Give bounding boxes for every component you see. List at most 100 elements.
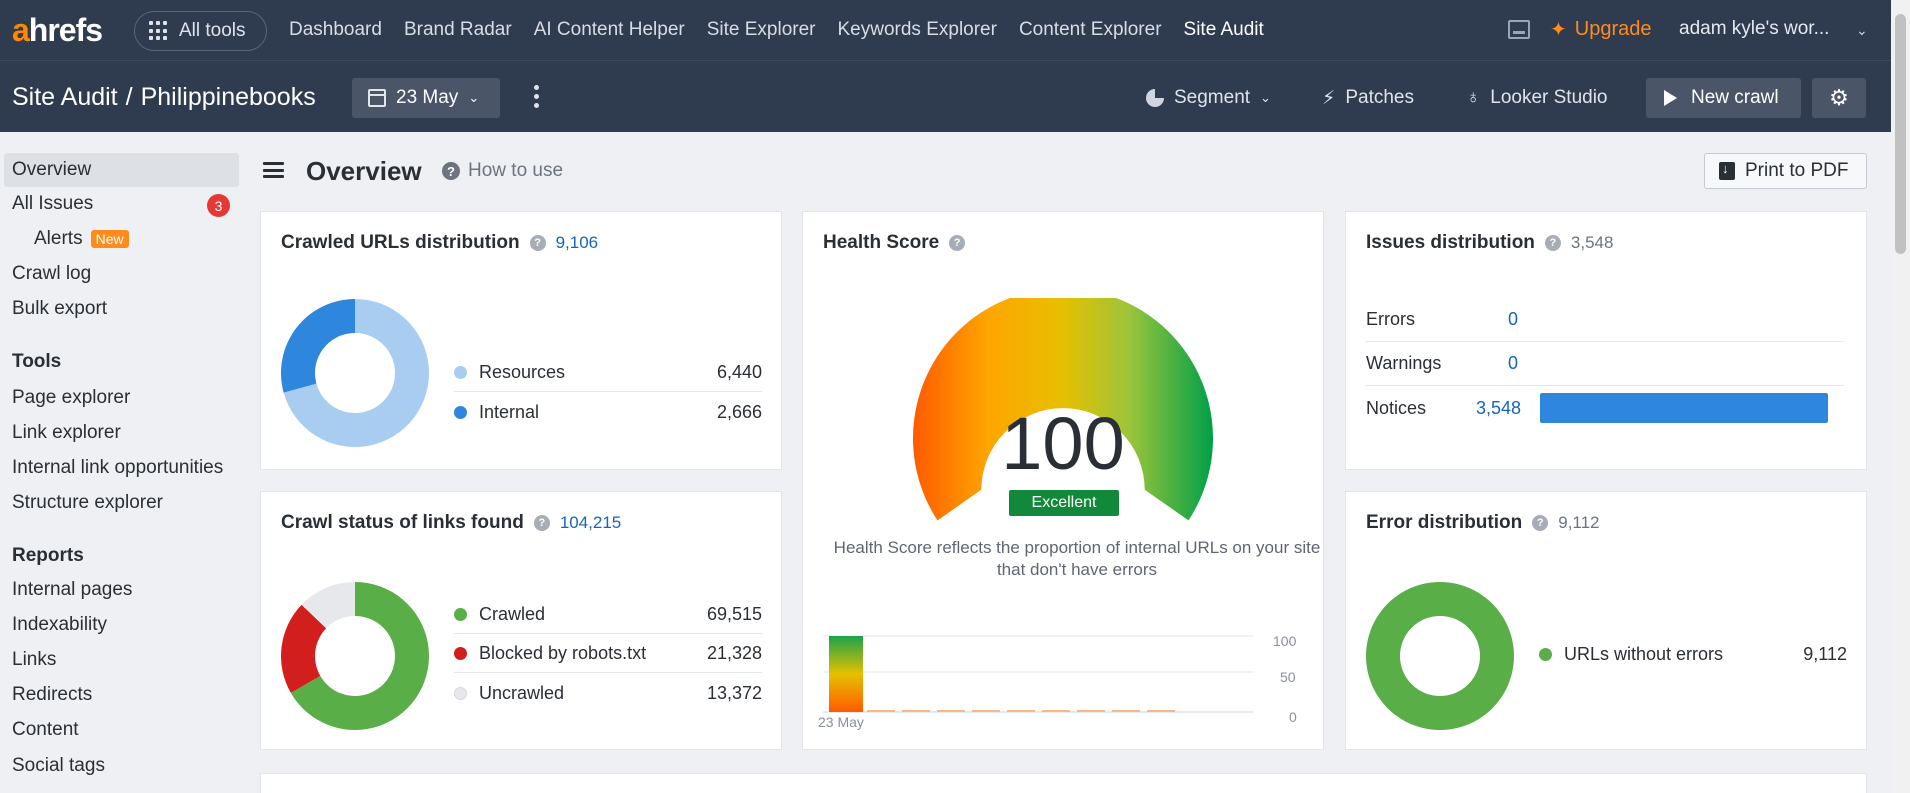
- gear-icon: ⚙: [1829, 85, 1849, 110]
- donut-slice-uncrawled[interactable]: [301, 582, 355, 629]
- sidebar-item-crawl-log[interactable]: Crawl log: [12, 263, 92, 284]
- help-icon[interactable]: ?: [1544, 235, 1561, 251]
- hamburger-menu-icon[interactable]: [263, 162, 284, 178]
- more-options-icon[interactable]: [534, 85, 540, 108]
- empty-history-bar: [1007, 710, 1035, 712]
- issue-row-notices[interactable]: Notices 3,548: [1366, 386, 1844, 430]
- issue-row-warnings[interactable]: Warnings 0: [1366, 342, 1844, 386]
- donut-slice-internal[interactable]: [281, 299, 355, 393]
- empty-history-bar: [1147, 710, 1175, 712]
- crawl-date-selector[interactable]: 23 May ⌄: [352, 78, 500, 118]
- crawled-urls-card: Crawled URLs distribution ? 9,106 Resour…: [260, 211, 782, 470]
- sidebar-item-links[interactable]: Links: [12, 649, 57, 670]
- crawled-urls-donut: [281, 299, 429, 447]
- nav-brand-radar[interactable]: Brand Radar: [403, 19, 512, 40]
- new-crawl-button[interactable]: New crawl: [1646, 78, 1801, 118]
- chevron-down-icon: ⌄: [1260, 90, 1271, 105]
- sidebar-item-overview[interactable]: Overview: [4, 153, 239, 187]
- segment-dropdown[interactable]: Segment ⌄: [1146, 78, 1271, 118]
- nav-dashboard[interactable]: Dashboard: [289, 19, 382, 40]
- sidebar-item-content[interactable]: Content: [12, 719, 79, 740]
- breadcrumb-tool[interactable]: Site Audit: [12, 83, 118, 111]
- donut-slice-urls-without-errors[interactable]: [1366, 582, 1514, 730]
- new-badge: New: [90, 230, 129, 248]
- legend-dot: [454, 608, 467, 621]
- donut-slice-blocked-by-robots-txt[interactable]: [281, 604, 327, 693]
- issues-total: 3,548: [1570, 233, 1614, 252]
- legend-row[interactable]: Blocked by robots.txt 21,328: [454, 635, 762, 673]
- nav-content-explorer[interactable]: Content Explorer: [1018, 19, 1162, 40]
- upgrade-link[interactable]: ✦ Upgrade: [1550, 18, 1652, 41]
- sidebar-item-indexability[interactable]: Indexability: [12, 614, 108, 635]
- card-title: Error distribution ? 9,112: [1366, 512, 1600, 533]
- empty-history-bar: [867, 710, 895, 712]
- sidebar-item-internal-pages[interactable]: Internal pages: [12, 579, 133, 600]
- monitor-icon[interactable]: [1508, 20, 1530, 39]
- legend-row[interactable]: Crawled 69,515: [454, 596, 762, 634]
- workspace-selector[interactable]: adam kyle's wor...: [1679, 18, 1830, 39]
- help-icon[interactable]: ?: [949, 235, 966, 251]
- donut-slice-crawled[interactable]: [290, 582, 429, 730]
- crawled-urls-total[interactable]: 9,106: [555, 233, 599, 252]
- sidebar-item-all-issues[interactable]: All Issues 3: [0, 187, 240, 221]
- empty-history-bar: [1112, 710, 1140, 712]
- sidebar-item-structure-explorer[interactable]: Structure explorer: [12, 492, 164, 513]
- error-distribution-card: Error distribution ? 9,112 URLs without …: [1345, 491, 1867, 750]
- page-title: Overview: [306, 156, 422, 186]
- sidebar-item-internal-link-opportunities[interactable]: Internal link opportunities: [12, 457, 224, 478]
- health-history-chart: [823, 635, 1253, 713]
- help-icon[interactable]: ?: [533, 515, 550, 531]
- health-score-gauge: [913, 298, 1213, 521]
- print-to-pdf-button[interactable]: Print to PDF: [1704, 153, 1867, 189]
- issues-distribution-card: Issues distribution ? 3,548 Errors 0 War…: [1345, 211, 1867, 470]
- donut-slice-resources[interactable]: [283, 299, 429, 447]
- nav-site-explorer[interactable]: Site Explorer: [706, 19, 816, 40]
- main-nav-links: Dashboard Brand Radar AI Content Helper …: [289, 0, 1286, 60]
- health-score-value: 100: [1001, 402, 1125, 485]
- sidebar-item-bulk-export[interactable]: Bulk export: [12, 298, 108, 319]
- help-icon[interactable]: ?: [1532, 515, 1549, 531]
- ahrefs-logo[interactable]: ahrefs: [12, 12, 103, 48]
- empty-history-bars: [867, 710, 1175, 712]
- card-title: Crawled URLs distribution ? 9,106: [281, 232, 599, 253]
- notices-bar[interactable]: [1540, 393, 1828, 423]
- calendar-icon: [368, 89, 386, 107]
- sidebar: Overview All Issues 3 Alerts New Crawl l…: [0, 132, 244, 793]
- issue-row-errors[interactable]: Errors 0: [1366, 298, 1844, 342]
- issues-count-badge: 3: [207, 194, 230, 217]
- legend-dot: [1539, 647, 1552, 661]
- history-bar[interactable]: [829, 636, 863, 712]
- breadcrumb-project[interactable]: Philippinebooks: [140, 83, 316, 111]
- crawl-status-total[interactable]: 104,215: [559, 513, 622, 532]
- legend-row[interactable]: Resources 6,440: [454, 354, 762, 392]
- help-icon[interactable]: ?: [529, 235, 546, 251]
- y-tick-label: 50: [1280, 669, 1296, 685]
- legend-row[interactable]: Internal 2,666: [454, 393, 762, 431]
- all-tools-button[interactable]: All tools: [134, 11, 267, 51]
- sidebar-item-social-tags[interactable]: Social tags: [12, 755, 105, 776]
- sidebar-item-alerts[interactable]: Alerts New: [0, 222, 240, 256]
- pie-chart-icon: [1146, 89, 1164, 107]
- sidebar-item-redirects[interactable]: Redirects: [12, 684, 93, 705]
- empty-history-bar: [1042, 710, 1070, 712]
- sidebar-item-link-explorer[interactable]: Link explorer: [12, 422, 121, 443]
- download-icon: [1719, 161, 1735, 180]
- breadcrumb-separator: /: [125, 83, 133, 111]
- legend-row[interactable]: Uncrawled 13,372: [454, 674, 762, 712]
- how-to-use-link[interactable]: ? How to use: [442, 160, 563, 182]
- sidebar-item-page-explorer[interactable]: Page explorer: [12, 387, 131, 408]
- scrollbar-thumb[interactable]: [1895, 14, 1906, 254]
- looker-studio-button[interactable]: ♁ Looker Studio: [1466, 87, 1608, 108]
- chevron-down-icon[interactable]: ⌄: [1856, 22, 1868, 38]
- nav-ai-content-helper[interactable]: AI Content Helper: [533, 19, 685, 40]
- nav-site-audit[interactable]: Site Audit: [1183, 19, 1264, 40]
- top-navigation: ahrefs All tools Dashboard Brand Radar A…: [0, 0, 1891, 60]
- patches-button[interactable]: ⚡ Patches: [1322, 87, 1414, 109]
- play-icon: [1664, 90, 1677, 106]
- nav-keywords-explorer[interactable]: Keywords Explorer: [837, 19, 997, 40]
- legend-row[interactable]: URLs without errors 9,112: [1539, 635, 1847, 673]
- card-title: Issues distribution ? 3,548: [1366, 232, 1614, 253]
- next-section-card: [260, 773, 1867, 793]
- page-scrollbar[interactable]: [1891, 0, 1910, 793]
- settings-button[interactable]: ⚙: [1812, 78, 1866, 118]
